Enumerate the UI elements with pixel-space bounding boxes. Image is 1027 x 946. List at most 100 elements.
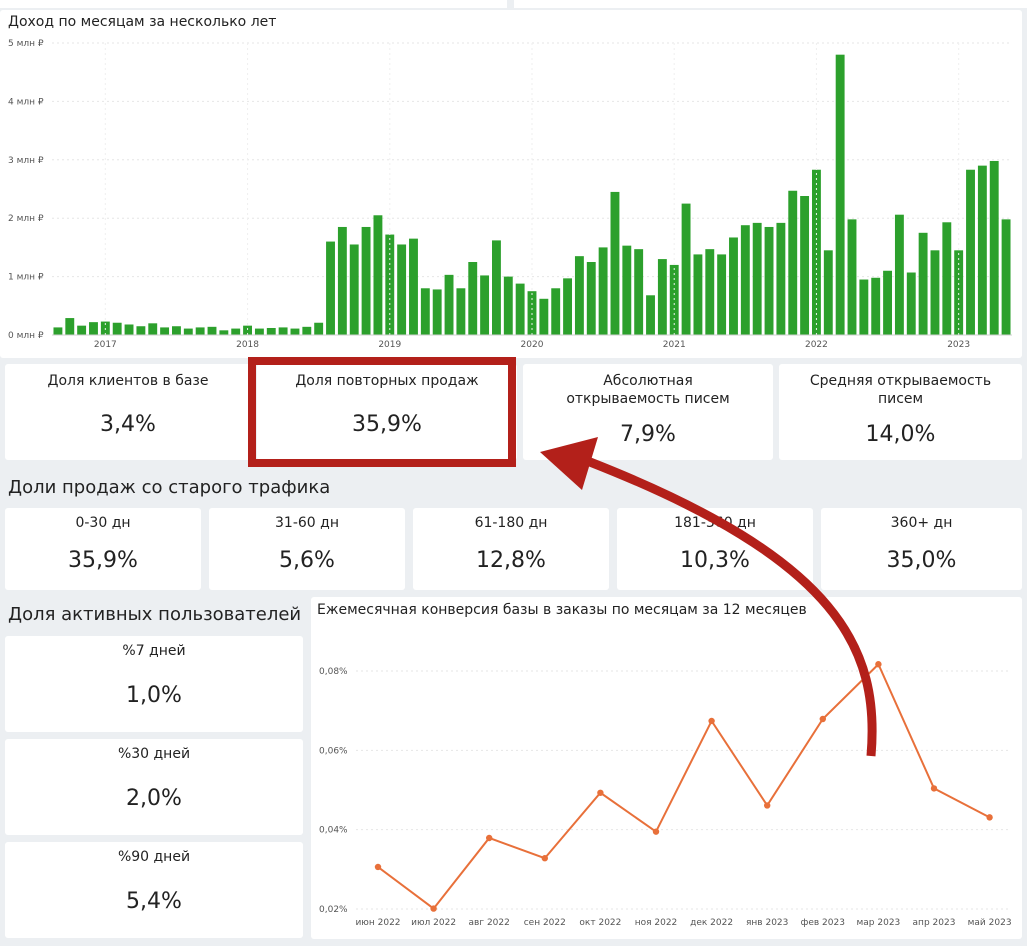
old-traffic-card-0-30: 0-30 дн 35,9% (5, 508, 201, 590)
revenue-bar (409, 238, 418, 335)
x-tick-label: мар 2023 (857, 918, 901, 928)
conversion-point (875, 661, 882, 668)
kpi-value: 5,4% (126, 889, 182, 914)
old-traffic-card-181-360: 181-360 дн 10,3% (617, 508, 813, 590)
kpi-label: Абсолютная открываемость писем (566, 373, 730, 407)
revenue-bar (314, 322, 324, 335)
x-tick-label: ноя 2022 (635, 918, 678, 928)
x-tick-label: июн 2022 (355, 918, 400, 928)
conversion-point (930, 785, 938, 792)
kpi-card-absolute-open-rate: Абсолютная открываемость писем 7,9% (523, 364, 773, 460)
revenue-bar (800, 196, 810, 335)
y-tick-label: 1 млн ₽ (8, 273, 44, 283)
revenue-bar (847, 219, 857, 335)
x-tick-label: фев 2023 (801, 918, 845, 928)
revenue-bar (954, 250, 964, 335)
conversion-point (430, 905, 437, 912)
y-tick-label: 0,06% (319, 746, 348, 756)
kpi-value: 14,0% (865, 422, 936, 447)
revenue-bar (278, 327, 288, 335)
revenue-bar (183, 328, 193, 335)
y-tick-label: 4 млн ₽ (8, 97, 44, 107)
kpi-value: 5,6% (279, 548, 335, 573)
revenue-bar (906, 272, 916, 335)
x-tick-label: май 2023 (968, 918, 1012, 928)
revenue-bar (740, 225, 750, 335)
kpi-value: 35,9% (68, 548, 138, 573)
revenue-bar (989, 160, 999, 335)
revenue-bar (788, 190, 798, 335)
revenue-bar (266, 327, 276, 335)
revenue-bar (622, 245, 632, 335)
revenue-bar (243, 325, 252, 335)
conversion-point (597, 789, 604, 796)
revenue-bar (586, 262, 596, 335)
revenue-bar (136, 326, 146, 335)
revenue-bar (468, 262, 478, 335)
x-tick-label: 2021 (663, 340, 686, 350)
x-tick-label: 2020 (521, 340, 544, 350)
conversion-line-chart: 0,02% 0,04% 0,06% 0,08% июн 2022 июл 2022 авг … (319, 661, 1012, 928)
conversion-point (986, 814, 993, 821)
conversion-point (541, 855, 548, 862)
kpi-value: 12,8% (476, 548, 546, 573)
revenue-bar (302, 326, 312, 335)
revenue-bar (681, 203, 691, 335)
kpi-card-average-open-rate: Средняя открываемость писем 14,0% (779, 364, 1022, 460)
top-panel-left-edge (0, 0, 507, 8)
revenue-bar (894, 214, 904, 335)
active-users-title: Доля активных пользователей (8, 604, 302, 625)
y-tick-label: 0,04% (319, 826, 348, 836)
kpi-label: %7 дней (122, 643, 186, 659)
revenue-bar (219, 330, 229, 335)
conversion-point (652, 828, 660, 835)
kpi-label: 181-360 дн (674, 515, 756, 531)
conversion-point (819, 715, 826, 723)
kpi-label: 31-60 дн (275, 515, 339, 531)
revenue-bar (77, 325, 87, 335)
kpi-label: Средняя открываемость писем (809, 373, 992, 407)
revenue-bar (598, 247, 608, 335)
kpi-value: 2,0% (126, 786, 182, 811)
revenue-bar (610, 191, 620, 335)
active-users-card-90d: %90 дней 5,4% (5, 842, 303, 938)
revenue-bar (254, 328, 264, 335)
revenue-chart-card: Доход по месяцам за несколько лет 0 млн … (0, 10, 1022, 358)
conversion-point (374, 863, 382, 871)
revenue-bar (776, 222, 786, 335)
kpi-label: 61-180 дн (474, 515, 548, 531)
revenue-bar (977, 165, 987, 335)
kpi-value: 7,9% (620, 422, 676, 447)
revenue-bar (65, 318, 75, 335)
revenue-bar (231, 328, 241, 335)
revenue-bar (207, 326, 217, 335)
kpi-card-clients-share: Доля клиентов в базе 3,4% (5, 364, 251, 460)
x-tick-label: окт 2022 (579, 918, 621, 928)
kpi-value: 3,4% (100, 412, 156, 437)
revenue-bar (432, 289, 442, 335)
x-tick-label: июл 2022 (411, 918, 456, 928)
revenue-bar (172, 326, 181, 335)
revenue-bar (373, 215, 383, 335)
kpi-label: %30 дней (117, 746, 191, 762)
revenue-bar (942, 222, 952, 335)
revenue-bar (195, 327, 205, 335)
revenue-bar (966, 169, 975, 335)
x-tick-label: авг 2022 (469, 918, 510, 928)
revenue-bar (503, 276, 513, 335)
kpi-label: 360+ дн (890, 515, 953, 531)
x-tick-label: 2022 (805, 340, 828, 350)
revenue-bar (918, 232, 928, 335)
revenue-bar (290, 328, 300, 335)
revenue-bar (823, 250, 833, 335)
old-traffic-title: Доли продаж со старого трафика (8, 477, 331, 498)
old-traffic-card-61-180: 61-180 дн 12,8% (413, 508, 609, 590)
revenue-bar-chart: 0 млн ₽ 1 млн ₽ 2 млн ₽ 3 млн ₽ 4 млн ₽ 5 млн… (8, 39, 1012, 350)
x-tick-label: 2023 (947, 340, 970, 350)
y-tick-label: 3 млн ₽ (8, 156, 44, 166)
revenue-bar (693, 254, 703, 335)
top-panel-right-edge (514, 0, 1027, 8)
revenue-bar (349, 244, 359, 335)
revenue-bar (835, 54, 845, 336)
revenue-bar (326, 241, 335, 335)
